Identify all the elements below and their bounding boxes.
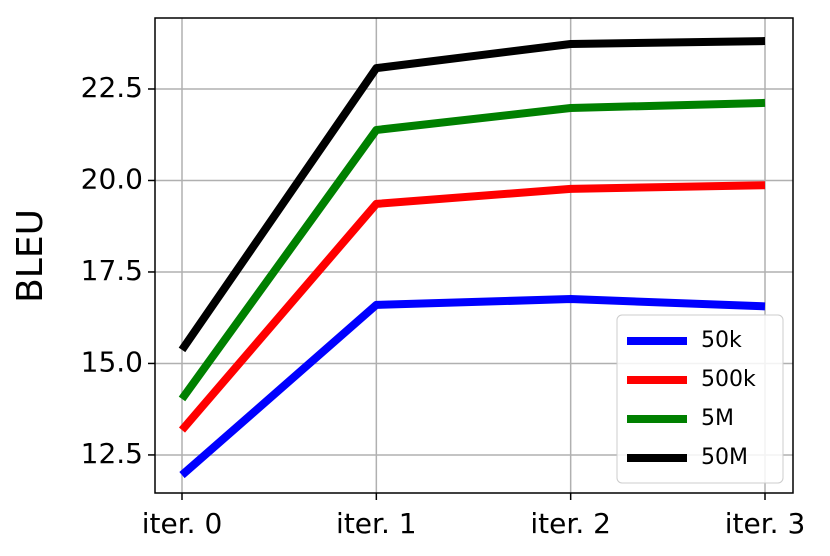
x-tick-label: iter. 3	[725, 507, 806, 540]
series-line	[178, 37, 766, 353]
y-tick-label: 15.0	[81, 345, 143, 378]
series-line	[179, 295, 766, 479]
y-tick-label: 20.0	[81, 162, 143, 195]
legend-label: 50M	[701, 445, 748, 470]
legend-label: 500k	[701, 367, 756, 392]
x-tick-label: iter. 1	[336, 507, 417, 540]
y-tick-label: 17.5	[81, 254, 143, 287]
plot-frame	[154, 17, 794, 494]
series-line	[178, 98, 766, 402]
legend-label: 5M	[701, 406, 734, 431]
x-tick-label: iter. 0	[142, 507, 223, 540]
legend-label: 50k	[701, 328, 742, 353]
legend-box	[616, 314, 784, 484]
y-tick-label: 12.5	[81, 437, 143, 470]
y-tick-label: 22.5	[81, 71, 143, 104]
series-line	[178, 181, 766, 433]
legend: 50k 500k 5M 50M	[616, 314, 784, 484]
y-axis-label: BLEU	[10, 209, 51, 303]
x-tick-label: iter. 2	[530, 507, 611, 540]
